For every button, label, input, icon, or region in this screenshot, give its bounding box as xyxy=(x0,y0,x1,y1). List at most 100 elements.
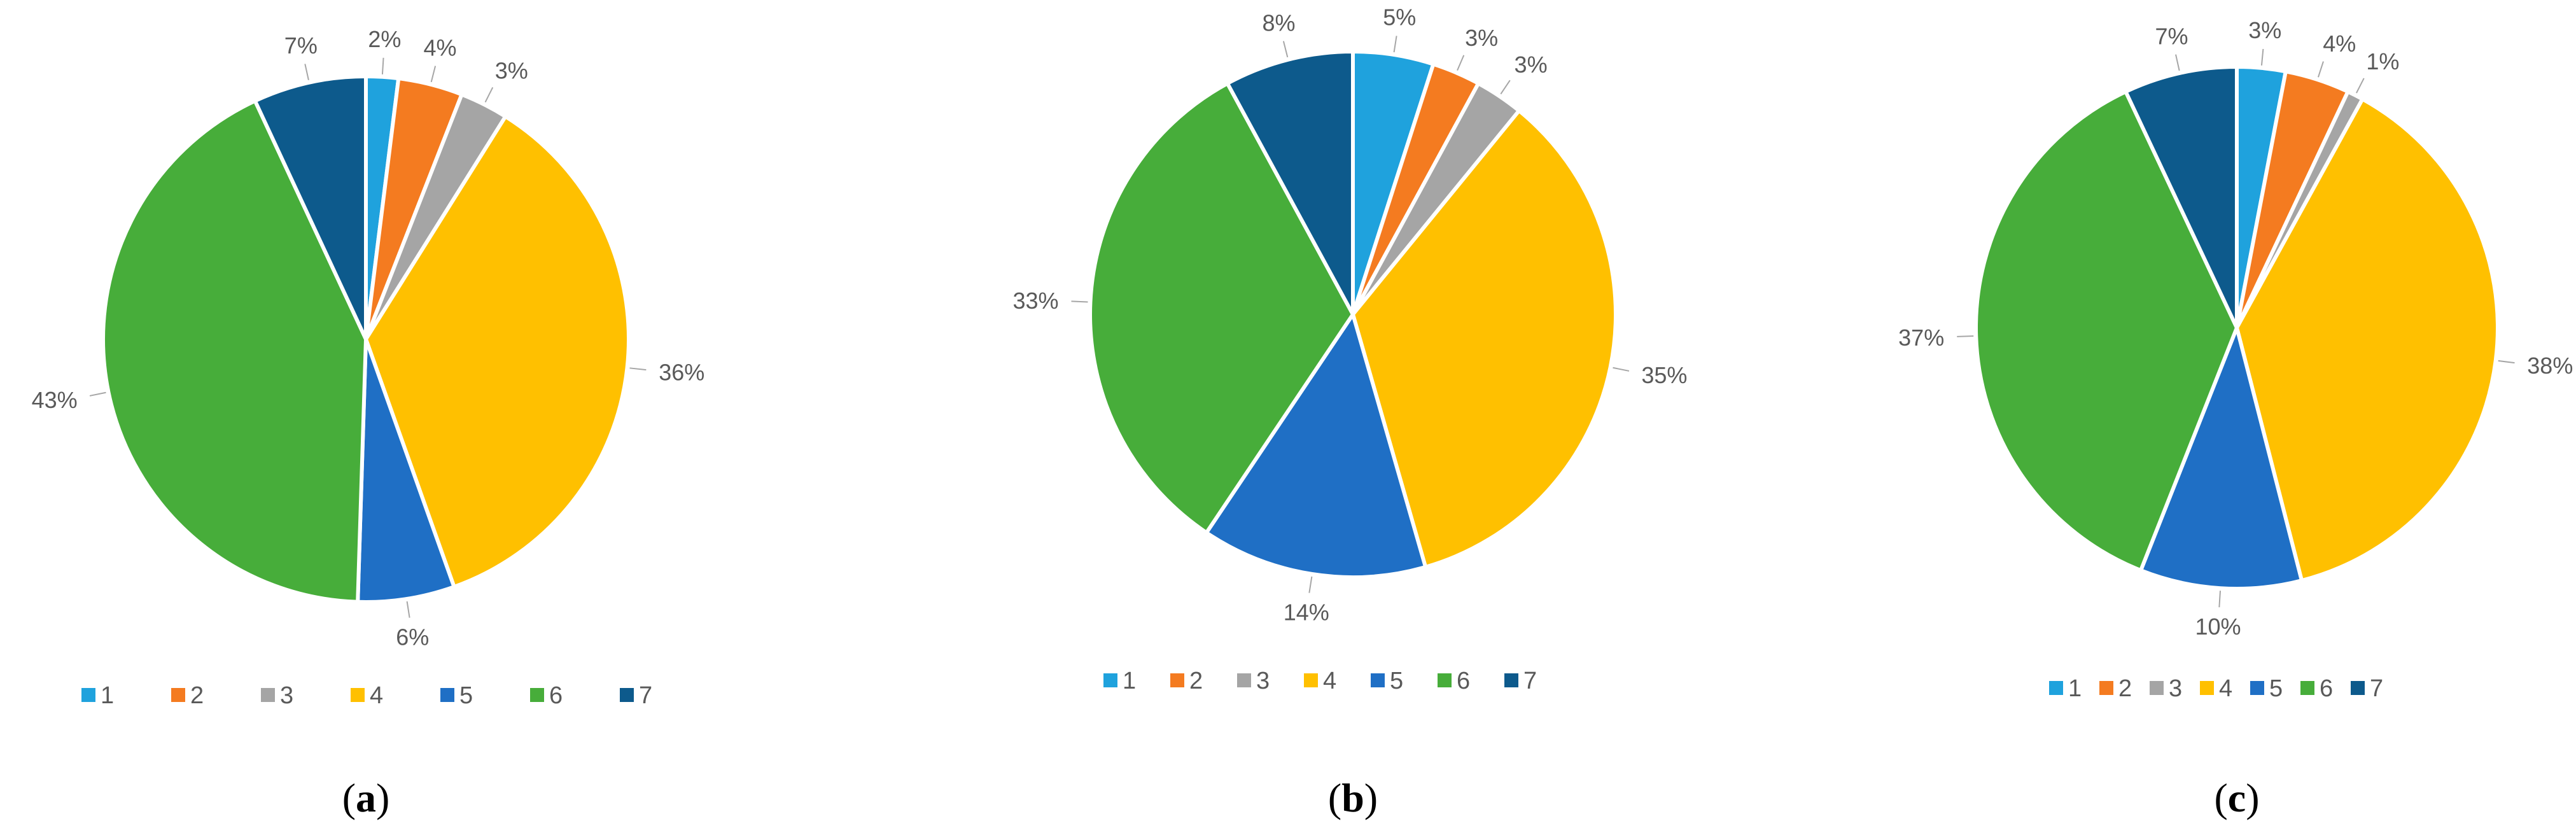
legend-label-3: 3 xyxy=(1256,668,1270,694)
legend-label-3: 3 xyxy=(2169,675,2182,702)
pie-slice-4 xyxy=(1351,108,1618,569)
pie-slice-5 xyxy=(356,337,456,604)
legend-label-1: 1 xyxy=(1123,668,1136,694)
legend-label-2: 2 xyxy=(1189,668,1203,694)
data-label-1: 2% xyxy=(368,26,401,52)
pie-slice-4 xyxy=(2235,97,2500,583)
legend-swatch-5 xyxy=(2250,681,2264,695)
legend-swatch-3 xyxy=(1237,673,1251,687)
leader-line-6 xyxy=(1957,335,1974,337)
leader-line-3 xyxy=(484,87,494,103)
legend-a: 1 2 3 4 5 6 7 xyxy=(81,682,652,709)
pie-chart-b: 5% 3% 3% 35% 14% 33% 8% 1 2 3 4 5 6 7 (b) xyxy=(1012,4,1687,820)
legend-swatch-1 xyxy=(2049,681,2063,695)
legend-swatch-5 xyxy=(1371,673,1385,687)
data-label-1: 3% xyxy=(2248,17,2281,43)
legend-label-7: 7 xyxy=(1523,668,1537,694)
leader-line-7 xyxy=(304,64,309,81)
pie-slice-7 xyxy=(2124,65,2239,330)
data-label-6: 33% xyxy=(1012,288,1058,314)
data-label-2: 4% xyxy=(423,35,456,61)
leader-line-5 xyxy=(2218,591,2222,608)
leader-line-2 xyxy=(1457,55,1465,71)
data-label-2: 4% xyxy=(2323,31,2356,57)
pie-chart-a: 2% 4% 3% 36% 6% 43% 7% 1 2 3 4 5 6 7 (a) xyxy=(32,26,705,820)
legend-swatch-6 xyxy=(1438,673,1452,687)
legend-swatch-6 xyxy=(530,688,544,702)
data-label-6: 43% xyxy=(32,387,78,413)
legend-swatch-4 xyxy=(351,688,365,702)
legend-c: 1 2 3 4 5 6 7 xyxy=(2049,675,2383,702)
legend-b: 1 2 3 4 5 6 7 xyxy=(1103,668,1537,694)
leader-line-1 xyxy=(2260,48,2264,66)
pie-slice-5 xyxy=(2139,326,2304,591)
legend-label-1: 1 xyxy=(2068,675,2082,702)
leader-line-7 xyxy=(2175,54,2180,71)
legend-label-4: 4 xyxy=(2219,675,2232,702)
data-label-2: 3% xyxy=(1465,25,1498,51)
leader-line-6 xyxy=(89,391,106,396)
data-label-5: 14% xyxy=(1284,599,1329,625)
legend-swatch-6 xyxy=(2300,681,2314,695)
leader-line-5 xyxy=(1308,576,1313,593)
legend-label-4: 4 xyxy=(1323,668,1336,694)
data-label-4: 36% xyxy=(659,359,704,385)
data-label-4: 38% xyxy=(2527,353,2573,379)
leader-line-3 xyxy=(1500,80,1511,95)
legend-swatch-1 xyxy=(1103,673,1117,687)
leader-line-2 xyxy=(2317,61,2324,78)
legend-label-3: 3 xyxy=(280,682,293,709)
data-label-7: 7% xyxy=(2155,23,2188,49)
leader-line-4 xyxy=(1613,367,1630,372)
legend-swatch-3 xyxy=(261,688,275,702)
legend-swatch-4 xyxy=(1304,673,1318,687)
pie-slice-5 xyxy=(1204,312,1428,579)
legend-label-2: 2 xyxy=(190,682,204,709)
data-label-3: 1% xyxy=(2366,48,2399,74)
legend-label-4: 4 xyxy=(370,682,383,709)
leader-line-3 xyxy=(2356,78,2365,94)
legend-swatch-3 xyxy=(2150,681,2164,695)
legend-label-5: 5 xyxy=(459,682,473,709)
legend-label-5: 5 xyxy=(1390,668,1403,694)
legend-swatch-1 xyxy=(81,688,95,702)
data-label-6: 37% xyxy=(1898,325,1944,351)
data-label-7: 8% xyxy=(1262,10,1295,36)
leader-line-1 xyxy=(1393,36,1397,53)
data-label-3: 3% xyxy=(1515,52,1548,78)
legend-label-7: 7 xyxy=(2370,675,2383,702)
pie-slice-6 xyxy=(101,99,368,604)
leader-line-4 xyxy=(629,367,647,371)
legend-swatch-4 xyxy=(2200,681,2214,695)
data-label-1: 5% xyxy=(1383,4,1416,31)
leader-line-6 xyxy=(1071,300,1088,303)
legend-swatch-7 xyxy=(1504,673,1518,687)
subfigure-caption-c: (c) xyxy=(2214,775,2259,820)
legend-swatch-2 xyxy=(171,688,185,702)
leader-line-7 xyxy=(1282,41,1289,58)
legend-label-7: 7 xyxy=(639,682,652,709)
legend-swatch-2 xyxy=(2099,681,2113,695)
legend-label-5: 5 xyxy=(2269,675,2283,702)
pie-chart-c: 3% 4% 1% 38% 10% 37% 7% 1 2 3 4 5 6 7 (c) xyxy=(1898,17,2573,820)
legend-label-1: 1 xyxy=(101,682,114,709)
legend-label-6: 6 xyxy=(1457,668,1470,694)
legend-swatch-5 xyxy=(440,688,454,702)
legend-swatch-2 xyxy=(1170,673,1184,687)
pie-slice-7 xyxy=(253,74,368,341)
leader-line-4 xyxy=(2498,360,2515,364)
data-label-7: 7% xyxy=(284,32,318,59)
data-label-5: 6% xyxy=(396,624,429,650)
legend-label-6: 6 xyxy=(549,682,563,709)
leader-line-2 xyxy=(430,66,437,83)
data-label-4: 35% xyxy=(1641,362,1687,388)
data-label-3: 3% xyxy=(495,58,528,84)
subfigure-caption-b: (b) xyxy=(1328,775,1378,820)
legend-swatch-7 xyxy=(2351,681,2365,695)
data-label-5: 10% xyxy=(2195,614,2241,640)
subfigure-caption-a: (a) xyxy=(342,775,390,820)
pie-slice-4 xyxy=(364,115,631,589)
leader-line-1 xyxy=(381,57,384,74)
legend-swatch-7 xyxy=(620,688,634,702)
